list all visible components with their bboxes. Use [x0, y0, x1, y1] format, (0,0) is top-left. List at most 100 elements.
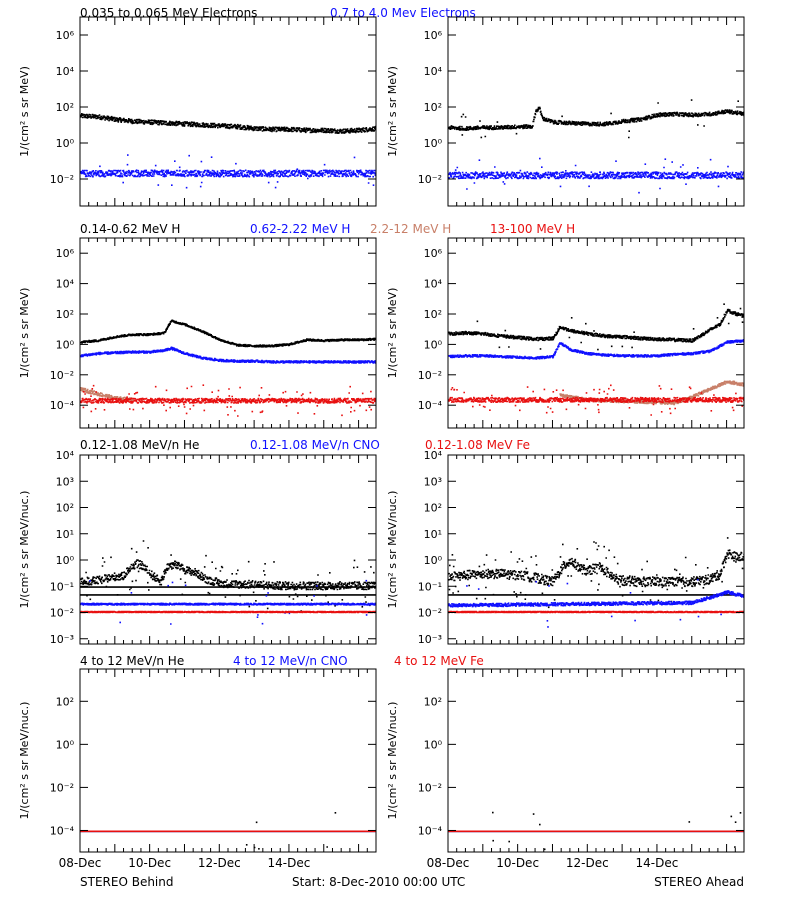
- ytick-label: 10⁰: [424, 554, 443, 567]
- footer-right: STEREO Ahead: [654, 875, 744, 889]
- xtick-label: 08-Dec: [427, 856, 470, 870]
- panel-r2-c0: 10⁻³ 10⁻² 10⁻¹ 10⁰ 10¹ 10² 10³ 10⁴ 1/(cm² s sr M…: [18, 449, 377, 646]
- ytick-label: 10⁶: [424, 247, 443, 260]
- xtick-label: 14-Dec: [636, 856, 679, 870]
- row-title-2-0: 0.12-1.08 MeV/n He: [80, 438, 199, 452]
- row-title-0-1: 0.7 to 4.0 Mev Electrons: [330, 6, 476, 20]
- panel-r0-c0: 10⁻² 10⁰ 10² 10⁴ 10⁶ 1/(cm² s sr MeV): [18, 16, 377, 207]
- ytick-label: 10⁰: [424, 738, 443, 751]
- series-1: [448, 338, 744, 360]
- ytick-label: 10²: [56, 695, 74, 708]
- axes-frame: [79, 668, 377, 853]
- xtick-label: 14-Dec: [268, 856, 311, 870]
- ytick-label: 10⁻²: [50, 781, 74, 794]
- ytick-label: 10²: [424, 502, 442, 515]
- ytick-label: 10⁴: [424, 278, 443, 291]
- series-0: [448, 99, 744, 139]
- footer-left: STEREO Behind: [80, 875, 174, 889]
- data-group: [80, 319, 376, 417]
- ytick-label: 10⁰: [56, 338, 75, 351]
- data-group: [80, 113, 376, 189]
- panel-r2-c1: 10⁻³ 10⁻² 10⁻¹ 10⁰ 10¹ 10² 10³ 10⁴ 1/(cm² s sr M…: [386, 449, 745, 646]
- ytick-label: 10⁻²: [418, 781, 442, 794]
- xtick-label: 12-Dec: [198, 856, 241, 870]
- ytick-label: 10⁴: [424, 65, 443, 78]
- y-axis-label: 1/(cm² s sr MeV): [18, 288, 31, 379]
- y-axis-label: 1/(cm² s sr MeV): [386, 66, 399, 157]
- ytick-label: 10⁻¹: [50, 580, 74, 593]
- xtick-label: 12-Dec: [566, 856, 609, 870]
- ytick-label: 10⁻⁴: [50, 824, 75, 837]
- series-0: [80, 540, 376, 612]
- data-group: [448, 811, 744, 851]
- series-1: [448, 594, 744, 596]
- footer-center: Start: 8-Dec-2010 00:00 UTC: [292, 875, 465, 889]
- data-group: [448, 99, 744, 194]
- y-axis-label: 1/(cm² s sr MeV/nuc.): [18, 491, 31, 609]
- data-group: [448, 303, 744, 416]
- series-0: [448, 537, 744, 609]
- series-1: [80, 346, 376, 364]
- y-axis-label: 1/(cm² s sr MeV/nuc.): [18, 702, 31, 820]
- axes-frame: [79, 16, 377, 207]
- ytick-label: 10²: [424, 695, 442, 708]
- series-3: [80, 384, 376, 417]
- series-2: [80, 586, 376, 588]
- panel-r0-c1: 10⁻² 10⁰ 10² 10⁴ 10⁶ 1/(cm² s sr MeV): [386, 16, 745, 207]
- ytick-label: 10⁻²: [50, 607, 74, 620]
- series-2: [448, 830, 744, 833]
- ytick-label: 10⁰: [56, 738, 75, 751]
- ytick-label: 10⁻¹: [418, 580, 442, 593]
- ytick-label: 10²: [424, 308, 442, 321]
- row-title-2-2: 0.12-1.08 MeV Fe: [425, 438, 530, 452]
- panel-r1-c1: 10⁻⁴ 10⁻² 10⁰ 10² 10⁴ 10⁶ 1/(cm² s sr MeV): [386, 237, 745, 429]
- ytick-label: 10¹: [56, 528, 74, 541]
- ytick-label: 10⁻⁴: [418, 824, 443, 837]
- row-title-1-0: 0.14-0.62 MeV H: [80, 222, 180, 236]
- series-2: [448, 578, 744, 628]
- ytick-label: 10⁴: [56, 65, 75, 78]
- data-group: [80, 812, 376, 850]
- data-group: [80, 540, 376, 625]
- ytick-label: 10⁻³: [50, 633, 74, 646]
- ytick-label: 10⁶: [424, 29, 443, 42]
- ytick-label: 10³: [424, 475, 442, 488]
- series-4: [80, 610, 376, 614]
- ytick-label: 10⁴: [56, 449, 75, 462]
- axes-frame: [447, 668, 745, 853]
- ytick-label: 10²: [56, 502, 74, 515]
- ytick-label: 10⁻²: [418, 369, 442, 382]
- data-group: [448, 537, 744, 628]
- axes-frame: [447, 454, 745, 645]
- ytick-label: 10²: [424, 101, 442, 114]
- ytick-label: 10²: [56, 308, 74, 321]
- ytick-label: 10¹: [424, 528, 442, 541]
- row-title-1-2: 2.2-12 MeV H: [370, 222, 451, 236]
- row-title-1-1: 0.62-2.22 MeV H: [250, 222, 350, 236]
- row-title-3-2: 4 to 12 MeV Fe: [394, 654, 484, 668]
- panel-r1-c0: 10⁻⁴ 10⁻² 10⁰ 10² 10⁴ 10⁶ 1/(cm² s sr MeV): [18, 237, 377, 429]
- series-3: [448, 610, 744, 614]
- ytick-label: 10⁻⁴: [50, 399, 75, 412]
- ytick-label: 10³: [56, 475, 74, 488]
- ytick-label: 10⁻²: [418, 173, 442, 186]
- series-1: [448, 157, 744, 194]
- xtick-label: 10-Dec: [496, 856, 539, 870]
- ytick-label: 10⁰: [56, 137, 75, 150]
- panel-r3-c0: 10⁻⁴ 10⁻² 10⁰ 10² 1/(cm² s sr MeV/nuc.) 08-De…: [18, 668, 377, 870]
- series-1: [80, 154, 376, 189]
- ytick-label: 10⁰: [424, 137, 443, 150]
- row-title-2-1: 0.12-1.08 MeV/n CNO: [250, 438, 380, 452]
- series-0: [80, 319, 376, 348]
- y-axis-label: 1/(cm² s sr MeV/nuc.): [386, 491, 399, 609]
- ytick-label: 10⁻²: [418, 607, 442, 620]
- series-3: [448, 384, 744, 416]
- ytick-label: 10⁻⁴: [418, 399, 443, 412]
- panel-r3-c1: 10⁻⁴ 10⁻² 10⁰ 10² 1/(cm² s sr MeV/nuc.) 08-De…: [386, 668, 745, 870]
- ytick-label: 10⁶: [56, 29, 75, 42]
- ytick-label: 10⁰: [56, 554, 75, 567]
- ytick-label: 10²: [56, 101, 74, 114]
- xtick-label: 08-Dec: [59, 856, 102, 870]
